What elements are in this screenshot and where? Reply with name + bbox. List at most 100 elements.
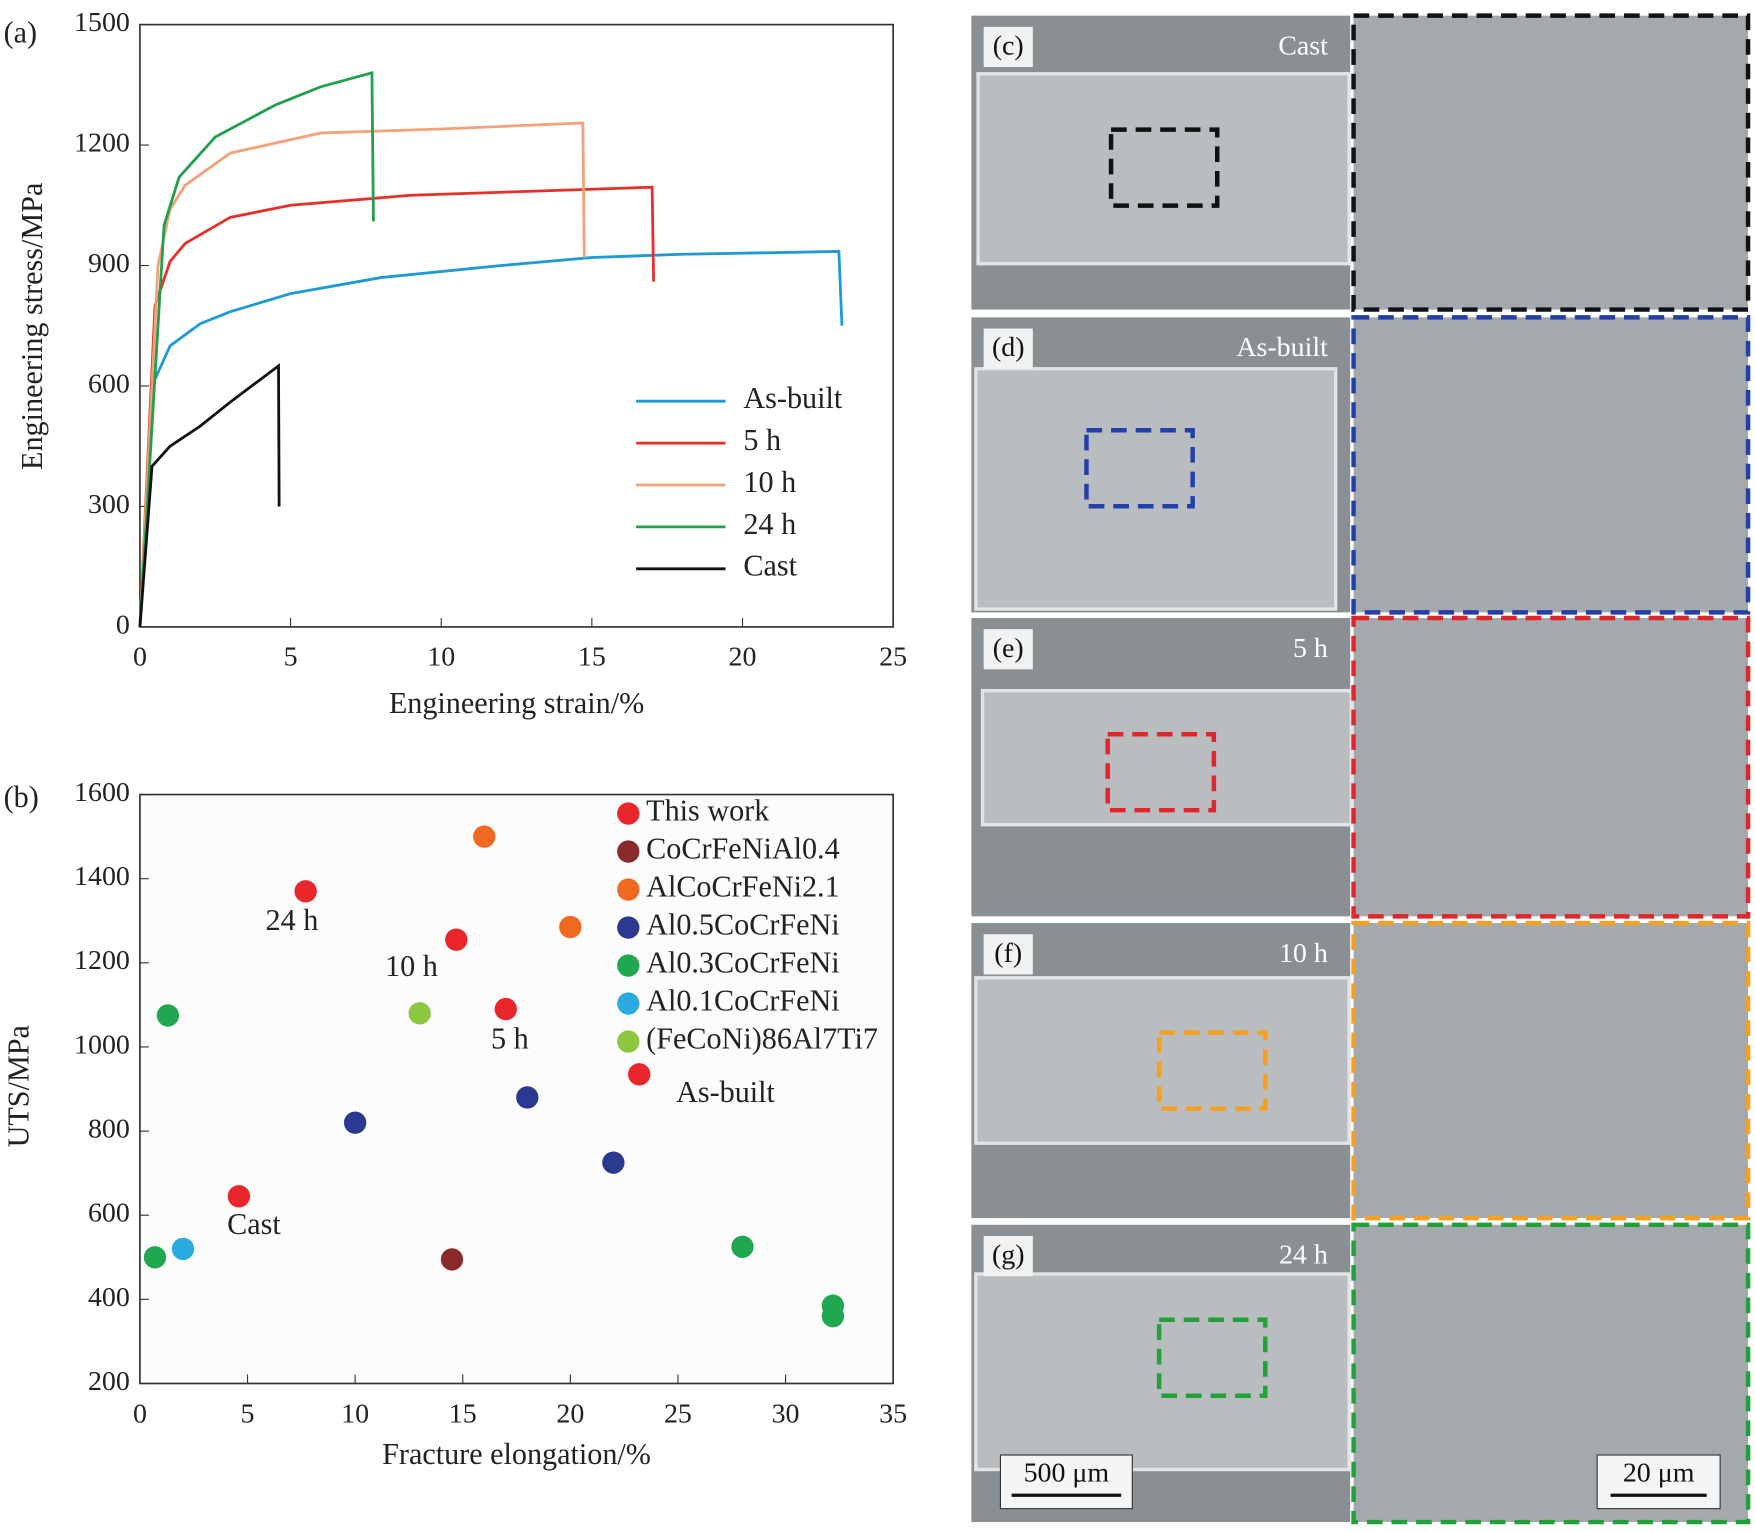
label-bg [983, 1235, 1033, 1277]
specimen [976, 72, 1351, 266]
x-tick-label: 25 [879, 642, 907, 673]
panel-label: (a) [4, 16, 37, 50]
y-tick-label: 1200 [74, 127, 130, 158]
legend-swatch [617, 954, 640, 977]
condition-label: Cast [1278, 30, 1328, 61]
zoom-box [1156, 1030, 1268, 1111]
condition-label: 10 h [1279, 938, 1328, 969]
panel-label: (e) [993, 633, 1024, 664]
label-bg [983, 629, 1033, 670]
scatter-point [294, 880, 317, 903]
annotation: As-built [676, 1075, 775, 1109]
x-tick-label: 5 [284, 642, 298, 673]
y-tick-label: 1600 [74, 777, 130, 808]
legend-swatch [617, 840, 640, 863]
specimen [974, 1272, 1351, 1472]
y-axis-label: UTS/MPa [1, 1025, 35, 1147]
scatter-point [227, 1185, 251, 1208]
x-tick-label: 15 [449, 1398, 477, 1429]
annotation: 24 h [266, 903, 319, 937]
sem-zoom [1351, 615, 1751, 919]
label-bg [983, 328, 1033, 369]
scatter-point [494, 997, 517, 1021]
legend-label: Al0.1CoCrFeNi [646, 983, 840, 1017]
scale-bar-bg [1596, 1454, 1721, 1510]
legend-label: AlCoCrFeNi2.1 [646, 869, 840, 903]
zoom-box [1084, 428, 1195, 509]
y-tick-label: 600 [88, 368, 130, 399]
scatter-point [143, 1246, 167, 1269]
x-tick-label: 0 [133, 642, 147, 673]
scatter-point [445, 928, 468, 951]
y-axis-label: Engineering stress/MPa [15, 183, 49, 470]
y-tick-label: 900 [88, 248, 130, 279]
y-tick-label: 1200 [74, 945, 130, 976]
legend-label: 24 h [743, 507, 796, 541]
legend-swatch [617, 802, 640, 825]
scatter-point [602, 1151, 625, 1174]
legend-label: As-built [743, 381, 842, 415]
x-tick-label: 20 [556, 1398, 584, 1429]
x-tick-label: 0 [133, 1398, 147, 1429]
scatter-point [821, 1305, 845, 1328]
x-axis-label: Fracture elongation/% [382, 1437, 651, 1471]
plot-frame [139, 793, 894, 1385]
scatter-point [440, 1248, 464, 1271]
label-bg [983, 26, 1033, 68]
legend-swatch [617, 992, 640, 1015]
specimen [974, 367, 1338, 611]
x-tick-label: 35 [879, 1398, 907, 1429]
zoom-box [1105, 731, 1217, 813]
scatter-point [343, 1111, 367, 1134]
legend-label: Cast [743, 549, 797, 583]
legend-swatch [617, 1030, 640, 1053]
legend-label: (FeCoNi)86Al7Ti7 [646, 1021, 878, 1055]
scatter-point [156, 1004, 180, 1027]
condition-label: As-built [1236, 332, 1328, 363]
line-series [138, 363, 281, 628]
annotation: 5 h [491, 1021, 529, 1055]
scale-bar-bg [999, 1454, 1133, 1510]
legend-swatch [617, 878, 640, 901]
legend-label: Al0.3CoCrFeNi [646, 945, 840, 979]
scatter-point [408, 1002, 431, 1025]
legend-label: This work [646, 793, 770, 827]
panel-label: (d) [992, 332, 1025, 363]
y-tick-label: 1400 [74, 861, 130, 892]
zoom-box [1156, 1317, 1268, 1399]
scale-bar-label: 20 μm [1623, 1458, 1695, 1489]
annotation: 10 h [385, 949, 438, 983]
panel-label: (g) [992, 1240, 1025, 1271]
line-series [138, 250, 844, 627]
panel-label: (f) [994, 938, 1022, 969]
scatter-point [628, 1063, 651, 1086]
x-axis-label: Engineering strain/% [389, 686, 644, 720]
y-tick-label: 400 [88, 1282, 130, 1313]
annotation: Cast [227, 1207, 281, 1241]
condition-label: 24 h [1279, 1240, 1328, 1271]
legend-label: 5 h [743, 423, 781, 457]
x-tick-label: 20 [729, 642, 757, 673]
x-tick-label: 5 [241, 1398, 255, 1429]
legend-label: Al0.5CoCrFeNi [646, 907, 840, 941]
sem-zoom [1351, 13, 1751, 312]
scatter-point [559, 915, 582, 939]
x-tick-label: 25 [664, 1398, 692, 1429]
y-tick-label: 200 [88, 1366, 130, 1397]
y-tick-label: 600 [88, 1198, 130, 1229]
legend-label: 10 h [743, 465, 796, 499]
condition-label: 5 h [1293, 633, 1328, 664]
sem-zoom [1351, 315, 1751, 615]
x-tick-label: 30 [772, 1398, 800, 1429]
specimen [980, 688, 1354, 827]
x-tick-label: 10 [341, 1398, 369, 1429]
scale-bar-label: 500 μm [1024, 1458, 1110, 1489]
panel-label: (c) [993, 30, 1024, 61]
y-tick-label: 1500 [74, 7, 130, 38]
zoom-box [1108, 127, 1220, 208]
y-tick-label: 0 [116, 609, 130, 640]
scatter-point [516, 1086, 539, 1109]
x-tick-label: 10 [427, 642, 455, 673]
